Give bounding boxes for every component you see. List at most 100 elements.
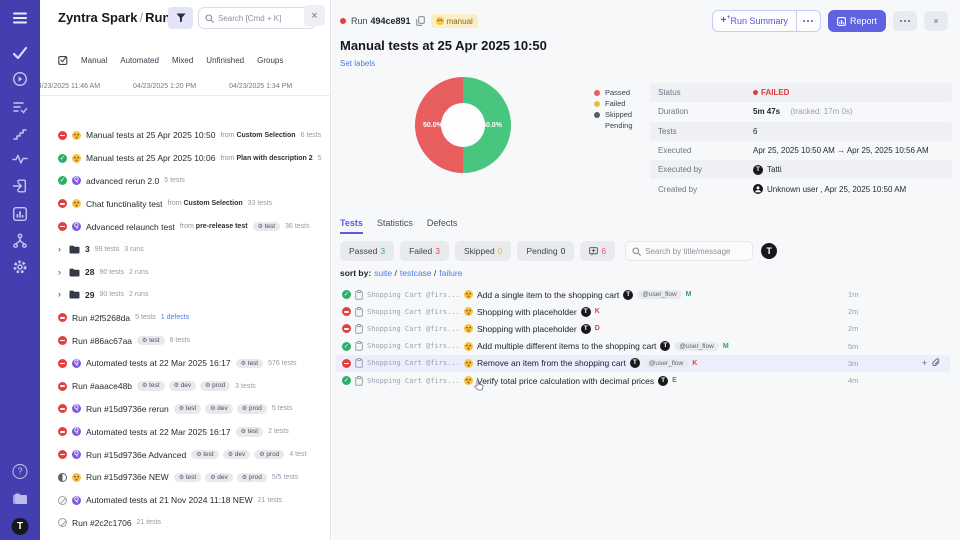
assignee-avatar[interactable]: T [623,289,634,300]
search-input[interactable] [218,13,309,23]
test-title[interactable]: Verify total price calculation with deci… [477,375,655,386]
filter-chip[interactable]: 6 [580,241,616,261]
assignee-avatar[interactable]: T [580,306,591,317]
filter-chip[interactable]: Failed 3 [400,241,449,261]
test-title[interactable]: Add a single item to the shopping cart [477,289,620,300]
close-panel-button[interactable]: × [924,11,948,31]
sort-link[interactable]: suite [374,268,397,278]
manual-test-icon [464,307,473,317]
suite-path[interactable]: Shopping Cart @firs... [367,359,460,368]
from-value: Custom Selection [236,131,296,139]
run-list-item[interactable]: › Automated tests at 21 Nov 2024 11:18 N… [40,489,330,512]
run-defects-link[interactable]: 1 defects [160,314,190,322]
suite-path[interactable]: Shopping Cart @firs... [367,307,460,316]
run-list-item[interactable]: › 3 from 99 tests 3 runs [40,238,330,261]
sign-in-icon[interactable] [12,178,28,194]
run-list-item[interactable]: › Run #15d9736e Advanced from testdevpro… [40,443,330,466]
suite-path[interactable]: Shopping Cart @firs... [367,324,460,333]
creator-name: Unknown user , Apr 25, 2025 10:50 AM [767,184,907,194]
run-list-item[interactable]: › Automated tests at 22 Mar 2025 16:17 f… [40,352,330,375]
assignee-avatar[interactable]: T [658,375,669,386]
tab-groups[interactable]: Groups [257,55,284,65]
assignee-filter-avatar[interactable]: T [761,243,778,259]
run-summary-more-button[interactable] [795,11,820,31]
documents-icon[interactable] [11,491,29,506]
copy-icon[interactable] [415,16,425,26]
test-title[interactable]: Remove an item from the shopping cart [477,358,626,369]
run-list-item[interactable]: › Run #2f5268da from 5 tests 1 defects [40,306,330,329]
run-list-item[interactable]: › Run #15d9736e rerun from testdevprod 5… [40,398,330,421]
attachment-icon[interactable] [932,358,941,368]
run-list-item[interactable]: › Manual tests at 25 Apr 2025 10:06 from… [40,147,330,170]
test-title[interactable]: Shopping with placeholder [477,306,577,317]
detail-tab[interactable]: Tests [340,218,363,234]
run-list-item[interactable]: › Run #86ac67aa from test 8 tests [40,329,330,352]
suite-path[interactable]: Shopping Cart @firs... [367,376,460,385]
run-summary-button[interactable]: + + Run Summary [713,11,796,31]
test-list-icon[interactable] [12,99,28,115]
run-list-item[interactable]: › Automated tests at 22 Mar 2025 16:17 f… [40,420,330,443]
detail-tab[interactable]: Statistics [376,218,413,228]
milestones-icon[interactable] [12,126,28,142]
sort-link[interactable]: failure [439,268,463,278]
chevron-right-icon[interactable]: › [58,289,61,300]
run-list-item[interactable]: › Advanced relaunch test from pre-releas… [40,215,330,238]
runs-play-icon[interactable] [12,71,28,87]
help-icon[interactable]: ? [12,464,28,479]
more-actions-button[interactable] [893,11,917,31]
assignee-avatar[interactable]: T [580,323,591,334]
set-labels-link[interactable]: Set labels [340,59,376,68]
tab-mixed[interactable]: Mixed [171,55,194,65]
run-list-item[interactable]: › 29 from 90 tests 2 runs [40,284,330,307]
run-list-item[interactable]: › Run #15d9736e NEW from testdevprod 5/5… [40,466,330,489]
filter-chip[interactable]: Skipped 0 [454,241,512,261]
env-tag: test [191,449,219,460]
run-list-item[interactable]: › Run #aaace48b from testdevprod 3 tests [40,375,330,398]
suite-path[interactable]: Shopping Cart @firs... [367,290,460,299]
detail-row-executed-by: Executed by T Tatti [650,160,952,180]
test-result-row[interactable]: Shopping Cart @firs... Remove an item fr… [336,354,950,372]
user-avatar[interactable]: T [11,518,29,535]
sort-link[interactable]: testcase [400,268,436,278]
select-runs-icon[interactable] [58,55,68,65]
run-list-item[interactable]: › Manual tests at 25 Apr 2025 10:50 from… [40,124,330,147]
test-result-row[interactable]: Shopping Cart @firs... Verify total pric… [336,372,950,389]
timeline-date: 04/23/2025 1:20 PM [133,83,197,90]
detail-tab[interactable]: Defects [426,218,458,228]
add-result-icon[interactable] [922,358,927,368]
run-list-item[interactable]: › 28 from 90 tests 2 runs [40,261,330,284]
filter-chip[interactable]: Passed 3 [340,241,395,261]
filter-button[interactable] [168,7,193,29]
detail-label: Executed [658,146,692,156]
suite-path[interactable]: Shopping Cart @firs... [367,342,460,351]
tab-automated[interactable]: Automated [120,55,159,65]
branches-icon[interactable] [12,233,28,249]
assignee-avatar[interactable]: T [660,341,671,352]
activity-icon[interactable] [12,152,28,166]
sidebar-close-button[interactable]: × [304,5,325,26]
test-result-row[interactable]: Shopping Cart @firs... Add multiple diff… [336,338,950,355]
run-list-item[interactable]: › advanced rerun 2.0 from 5 tests [40,170,330,193]
test-result-row[interactable]: Shopping Cart @firs... Add a single item… [336,286,950,303]
run-name: Run #2c2c1706 [72,517,132,528]
tasks-check-icon[interactable] [12,46,28,60]
report-button[interactable]: Report [827,10,886,32]
tab-manual[interactable]: Manual [81,55,108,65]
chevron-right-icon[interactable]: › [58,266,61,277]
settings-gear-icon[interactable] [12,259,28,275]
run-list-item[interactable]: › Chat functinality test from Custom Sel… [40,192,330,215]
test-duration: 4m [848,376,859,386]
test-result-row[interactable]: Shopping Cart @firs... Shopping with pla… [336,320,950,337]
filter-chip[interactable]: Pending 0 [517,241,575,261]
test-result-row[interactable]: Shopping Cart @firs... Shopping with pla… [336,303,950,320]
menu-icon[interactable] [12,11,28,25]
chevron-right-icon[interactable]: › [58,243,61,254]
test-title[interactable]: Add multiple different items to the shop… [477,341,657,352]
run-name: Advanced relaunch test [86,221,175,232]
assignee-avatar[interactable]: T [629,358,640,369]
run-list-item[interactable]: › Run #2c2c1706 from 21 tests [40,512,330,535]
tab-unfinished[interactable]: Unfinished [206,55,245,65]
analytics-icon[interactable] [12,206,28,222]
test-title[interactable]: Shopping with placeholder [477,323,577,334]
tests-search-input[interactable] [645,246,747,256]
